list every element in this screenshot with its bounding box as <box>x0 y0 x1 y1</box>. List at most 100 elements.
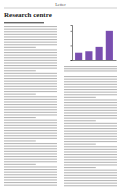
text-line <box>4 49 57 50</box>
text-line <box>4 185 57 186</box>
text-line <box>64 151 117 152</box>
y-tick <box>71 60 73 61</box>
text-line <box>64 167 96 168</box>
title: Research centre <box>4 11 52 19</box>
text-line <box>64 105 117 106</box>
text-line <box>4 161 57 162</box>
text-line <box>64 123 117 124</box>
text-line <box>4 99 57 100</box>
text-line <box>4 135 57 136</box>
text-line <box>4 174 57 175</box>
text-line <box>64 70 117 71</box>
text-line <box>4 83 57 84</box>
text-line <box>4 169 57 170</box>
text-line <box>4 130 57 131</box>
text-line <box>4 151 57 152</box>
x-axis-line <box>73 60 117 61</box>
y-axis-line <box>71 26 73 61</box>
text-line <box>64 185 117 186</box>
text-line <box>64 94 117 95</box>
text-line <box>64 102 117 103</box>
text-line <box>64 154 117 155</box>
text-line <box>64 81 117 82</box>
text-line <box>64 164 117 165</box>
text-line <box>64 84 117 85</box>
text-line <box>4 68 57 69</box>
text-line <box>4 52 57 53</box>
text-line <box>4 60 57 61</box>
text-line <box>64 92 117 93</box>
text-line <box>4 81 57 82</box>
text-line <box>4 62 57 63</box>
text-line <box>4 104 57 105</box>
bar <box>106 31 113 60</box>
text-line <box>64 68 117 69</box>
text-line <box>4 133 57 134</box>
text-line <box>4 177 57 178</box>
text-line <box>64 86 117 87</box>
text-line <box>4 42 57 43</box>
text-line <box>4 88 57 89</box>
text-line <box>64 162 117 163</box>
text-line <box>4 120 57 121</box>
x-axis <box>73 60 117 62</box>
text-line <box>4 75 57 76</box>
bars <box>75 31 113 60</box>
text-line <box>64 120 96 121</box>
text-line <box>4 44 57 45</box>
text-line <box>4 57 57 58</box>
text-line <box>4 109 57 110</box>
text-line <box>64 112 117 113</box>
text-line <box>64 89 117 90</box>
text-line <box>64 125 117 126</box>
text-line <box>4 122 57 123</box>
text-line <box>4 39 57 40</box>
subheading-line <box>4 22 44 23</box>
text-line <box>4 164 36 165</box>
text-line <box>64 175 117 176</box>
text-line <box>4 29 57 30</box>
header-rule <box>4 8 117 9</box>
text-line <box>4 96 57 97</box>
y-tick-mark <box>71 60 73 61</box>
text-line <box>4 143 57 144</box>
text-line <box>4 179 57 180</box>
text-line <box>4 107 57 108</box>
text-line <box>64 110 117 111</box>
text-line <box>64 159 117 160</box>
text-line <box>4 125 57 126</box>
text-line <box>64 107 117 108</box>
text-line <box>64 149 117 150</box>
text-line <box>4 156 57 157</box>
text-line <box>64 180 117 181</box>
bar <box>96 47 103 60</box>
text-line <box>64 128 117 129</box>
text-line <box>4 31 57 32</box>
text-line <box>4 94 36 95</box>
text-line <box>64 144 96 145</box>
y-tick-mark <box>71 45 73 46</box>
text-line <box>4 86 57 87</box>
text-line <box>4 47 36 48</box>
bar <box>85 51 92 60</box>
y-tick <box>71 31 73 32</box>
text-line <box>4 112 57 113</box>
text-line <box>64 99 117 100</box>
text-line <box>4 70 36 71</box>
text-line <box>4 159 57 160</box>
text-line <box>64 138 117 139</box>
text-line <box>64 131 117 132</box>
text-line <box>64 177 117 178</box>
text-line <box>64 157 117 158</box>
text-line <box>4 148 57 149</box>
text-line <box>64 136 117 137</box>
y-tick-mark <box>71 31 73 32</box>
text-line <box>64 172 117 173</box>
text-line <box>64 146 117 147</box>
text-line <box>4 166 57 167</box>
text-line <box>4 117 36 118</box>
text-line <box>4 78 57 79</box>
text-line <box>64 76 117 77</box>
text-line <box>4 34 57 35</box>
text-line <box>64 141 117 142</box>
